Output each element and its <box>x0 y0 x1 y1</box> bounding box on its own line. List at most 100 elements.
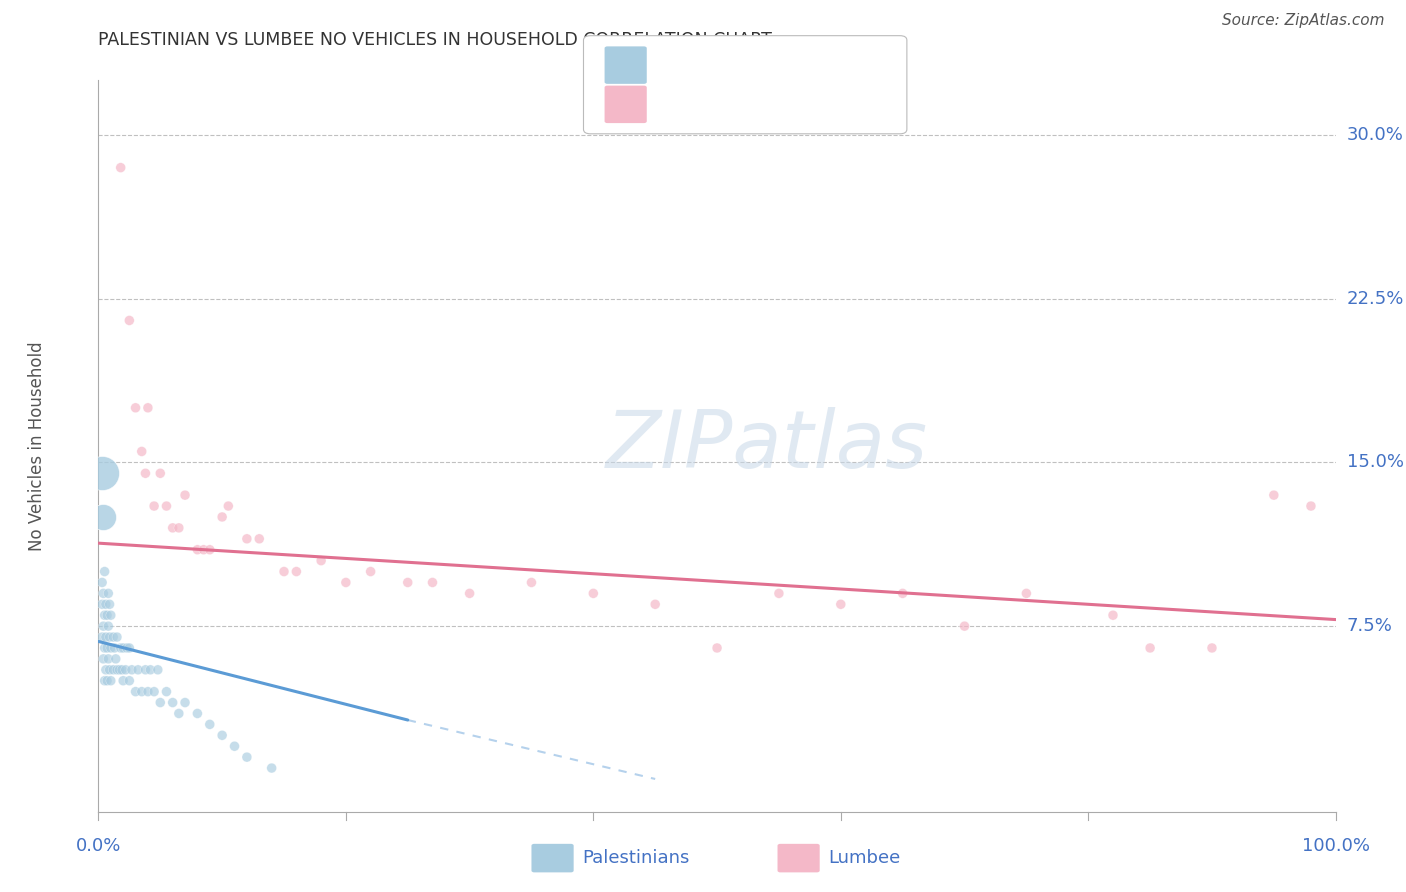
Point <box>108 663 131 677</box>
Point <box>149 467 172 481</box>
Point <box>105 630 128 644</box>
Point <box>110 161 132 175</box>
Point <box>94 663 117 677</box>
Point <box>93 586 115 600</box>
Point <box>149 696 172 710</box>
Point <box>217 499 239 513</box>
Point <box>93 510 115 524</box>
Point <box>103 630 125 644</box>
Point <box>94 597 117 611</box>
Point <box>1015 586 1038 600</box>
Point <box>422 575 444 590</box>
Point <box>143 684 166 698</box>
Text: 0.0%: 0.0% <box>76 837 121 855</box>
Point <box>1139 640 1161 655</box>
Text: 22.5%: 22.5% <box>1347 290 1405 308</box>
Point <box>103 640 125 655</box>
Point <box>174 488 197 502</box>
Point <box>100 673 122 688</box>
Point <box>93 640 115 655</box>
Point <box>93 608 115 623</box>
Point <box>96 608 118 623</box>
Point <box>146 663 169 677</box>
Point <box>706 640 728 655</box>
Point <box>155 684 177 698</box>
Point <box>247 532 270 546</box>
Point <box>110 640 132 655</box>
Point <box>124 684 146 698</box>
Point <box>520 575 543 590</box>
Point <box>186 542 208 557</box>
Point <box>193 542 215 557</box>
Point <box>830 597 852 611</box>
Point <box>97 652 120 666</box>
Point <box>260 761 283 775</box>
Point <box>139 663 162 677</box>
Point <box>1102 608 1125 623</box>
Point <box>136 401 159 415</box>
Point <box>211 510 233 524</box>
Point <box>118 313 141 327</box>
Point <box>96 673 118 688</box>
Point <box>186 706 208 721</box>
Point <box>136 684 159 698</box>
Point <box>768 586 790 600</box>
Point <box>396 575 419 590</box>
Point <box>93 565 115 579</box>
Text: 41: 41 <box>799 95 824 113</box>
Point <box>285 565 308 579</box>
Point <box>953 619 976 633</box>
Point <box>97 586 120 600</box>
Point <box>134 467 156 481</box>
Point <box>114 663 136 677</box>
Point <box>198 717 221 731</box>
Point <box>124 401 146 415</box>
Text: 7.5%: 7.5% <box>1347 617 1393 635</box>
Point <box>104 652 127 666</box>
Text: PALESTINIAN VS LUMBEE NO VEHICLES IN HOUSEHOLD CORRELATION CHART: PALESTINIAN VS LUMBEE NO VEHICLES IN HOU… <box>98 31 772 49</box>
Point <box>1201 640 1223 655</box>
Point <box>458 586 481 600</box>
Point <box>1299 499 1322 513</box>
Point <box>93 652 115 666</box>
Point <box>98 663 121 677</box>
Text: 100.0%: 100.0% <box>1302 837 1369 855</box>
Point <box>174 696 197 710</box>
Point <box>105 663 128 677</box>
Point <box>131 684 153 698</box>
Point <box>91 630 114 644</box>
Text: -0.216: -0.216 <box>697 56 755 74</box>
Point <box>98 630 121 644</box>
Point <box>236 532 259 546</box>
Point <box>111 663 134 677</box>
Text: 30.0%: 30.0% <box>1347 126 1403 144</box>
Point <box>273 565 295 579</box>
Text: R =: R = <box>658 56 697 74</box>
Text: 15.0%: 15.0% <box>1347 453 1403 471</box>
Point <box>582 586 605 600</box>
Point <box>103 663 125 677</box>
Point <box>115 640 138 655</box>
Text: No Vehicles in Household: No Vehicles in Household <box>28 341 45 551</box>
Point <box>360 565 382 579</box>
Point <box>91 575 114 590</box>
Point <box>211 728 233 742</box>
Point <box>644 597 666 611</box>
Text: Lumbee: Lumbee <box>828 849 900 867</box>
Point <box>98 597 121 611</box>
Point <box>162 696 184 710</box>
Point <box>224 739 246 754</box>
Point <box>198 542 221 557</box>
Point <box>167 521 190 535</box>
Point <box>143 499 166 513</box>
Point <box>94 630 117 644</box>
Point <box>91 597 114 611</box>
Text: -0.206: -0.206 <box>697 95 755 113</box>
Text: N =: N = <box>765 56 804 74</box>
Text: R =: R = <box>658 95 697 113</box>
Text: 61: 61 <box>799 56 824 74</box>
Point <box>162 521 184 535</box>
Point <box>167 706 190 721</box>
Text: N =: N = <box>765 95 804 113</box>
Point <box>127 663 149 677</box>
